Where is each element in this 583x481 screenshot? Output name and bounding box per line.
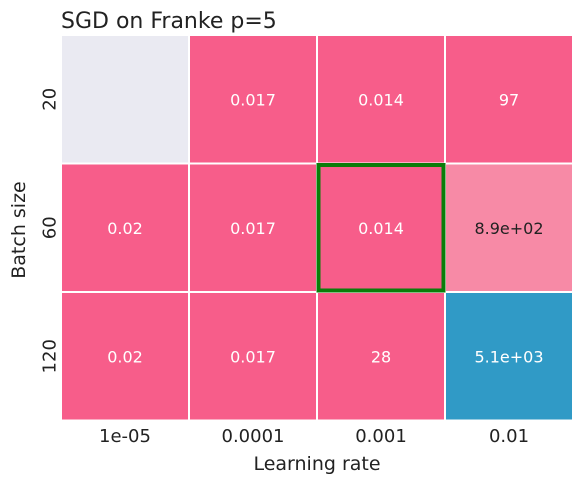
y-tick-label: 60 (39, 216, 60, 239)
x-tick-label: 0.001 (355, 426, 407, 447)
heatmap-cell (444, 34, 574, 165)
heatmap-cells: 0.017 0.014 97 0.02 0.017 0.014 8.9e+02 0.02 0.0… (60, 34, 574, 422)
y-tick-label: 20 (39, 88, 60, 111)
heatmap-cell (188, 34, 318, 165)
x-tick-label: 0.0001 (222, 426, 285, 447)
cell-value-label: 0.014 (358, 90, 404, 109)
x-axis-label: Learning rate (253, 453, 380, 475)
cell-value-label: 97 (499, 90, 519, 109)
heatmap-cell (60, 34, 190, 165)
cell-value-label: 0.02 (107, 347, 143, 366)
best-cell-highlight (316, 163, 446, 293)
cell-value-label: 5.1e+03 (474, 347, 543, 366)
cell-value-label: 28 (371, 347, 391, 366)
y-tick-label: 120 (39, 339, 60, 373)
x-tick-labels: 1e-05 0.0001 0.001 0.01 (99, 426, 529, 447)
heatmap-cell (60, 162, 190, 293)
cell-value-label: 0.02 (107, 219, 143, 238)
cell-value-label: 8.9e+02 (474, 219, 543, 238)
heatmap-cell (316, 34, 446, 165)
cell-value-label: 0.017 (230, 219, 276, 238)
heatmap-cell (188, 291, 318, 422)
chart-title: SGD on Franke p=5 (61, 9, 277, 34)
x-tick-label: 1e-05 (99, 426, 151, 447)
heatmap-cell (60, 291, 190, 422)
cell-value-label: 0.017 (230, 90, 276, 109)
x-tick-label: 0.01 (489, 426, 529, 447)
heatmap-cell (444, 291, 574, 422)
y-axis-label: Batch size (8, 181, 30, 279)
cell-value-label: 0.014 (358, 219, 404, 238)
cell-value-label: 0.017 (230, 347, 276, 366)
heatmap-cell (316, 291, 446, 422)
y-tick-labels: 20 60 120 (39, 88, 60, 374)
